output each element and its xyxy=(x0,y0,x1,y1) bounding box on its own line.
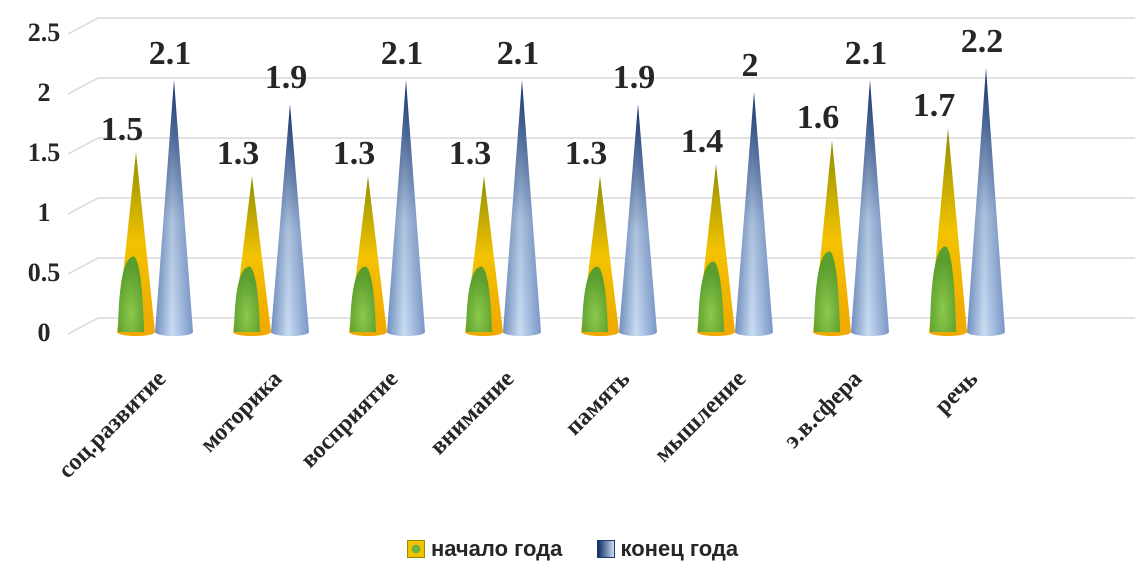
cone-start xyxy=(233,176,271,336)
gridline-depth xyxy=(67,317,99,335)
gridline-depth xyxy=(67,197,99,215)
category-label: соц.развитие xyxy=(53,366,171,484)
category-label: внимание xyxy=(425,366,519,460)
data-label-end: 2.1 xyxy=(381,35,424,72)
cone-start xyxy=(465,176,503,336)
cone-end xyxy=(503,80,541,336)
category-label: моторика xyxy=(195,366,287,458)
legend-item-start: начало года xyxy=(406,536,563,562)
data-label-start: 1.3 xyxy=(217,135,260,172)
cone-start xyxy=(929,128,967,336)
cone-end xyxy=(967,68,1005,336)
cone-start xyxy=(813,140,851,336)
data-label-start: 1.4 xyxy=(681,123,724,160)
category-label: память xyxy=(561,366,636,441)
cone-end xyxy=(735,92,773,336)
y-tick-label: 1 xyxy=(38,198,51,227)
cone-start xyxy=(349,176,387,336)
chart-legend: начало года конец года xyxy=(0,535,1145,562)
data-label-end: 2.1 xyxy=(149,35,192,72)
legend-item-end: конец года xyxy=(596,536,739,562)
cone-end xyxy=(387,80,425,336)
y-tick-label: 0 xyxy=(38,318,51,347)
y-tick-label: 2 xyxy=(38,78,51,107)
y-tick-label: 2.5 xyxy=(28,18,61,47)
data-label-end: 1.9 xyxy=(613,59,656,96)
data-label-end: 2 xyxy=(742,47,759,84)
data-label-start: 1.3 xyxy=(565,135,608,172)
cone-end xyxy=(155,80,193,336)
gridline-depth xyxy=(67,257,99,275)
cone-end xyxy=(619,104,657,336)
data-label-start: 1.5 xyxy=(101,111,144,148)
legend-label-start: начало года xyxy=(430,536,563,562)
data-label-end: 1.9 xyxy=(265,59,308,96)
cone-start xyxy=(697,164,735,336)
category-label: речь xyxy=(930,366,984,420)
cone-end xyxy=(271,104,309,336)
y-tick-label: 0.5 xyxy=(28,258,61,287)
cone-chart: 0 0.5 1 1.5 2 2.5 1.5 2.1 1.3 1.9 1.3 2.1 1.3 2.1 1.3… xyxy=(28,17,1135,484)
cone-end xyxy=(851,80,889,336)
category-label: мышление xyxy=(650,366,752,468)
data-label-start: 1.6 xyxy=(797,99,840,136)
legend-swatch-end xyxy=(596,540,615,559)
data-label-start: 1.7 xyxy=(913,87,956,124)
gridline-depth xyxy=(67,137,99,155)
category-label: э.в.сфера xyxy=(779,366,867,454)
cone-start xyxy=(117,152,155,336)
data-label-end: 2.2 xyxy=(961,23,1004,60)
gridline-depth xyxy=(67,77,99,95)
category-label: восприятие xyxy=(296,366,404,474)
legend-swatch-start xyxy=(406,540,425,559)
cone-start xyxy=(581,176,619,336)
legend-label-end: конец года xyxy=(620,536,739,562)
gridline-depth xyxy=(67,17,99,35)
data-label-end: 2.1 xyxy=(497,35,540,72)
y-tick-label: 1.5 xyxy=(28,138,61,167)
data-label-start: 1.3 xyxy=(333,135,376,172)
data-label-end: 2.1 xyxy=(845,35,888,72)
data-label-start: 1.3 xyxy=(449,135,492,172)
